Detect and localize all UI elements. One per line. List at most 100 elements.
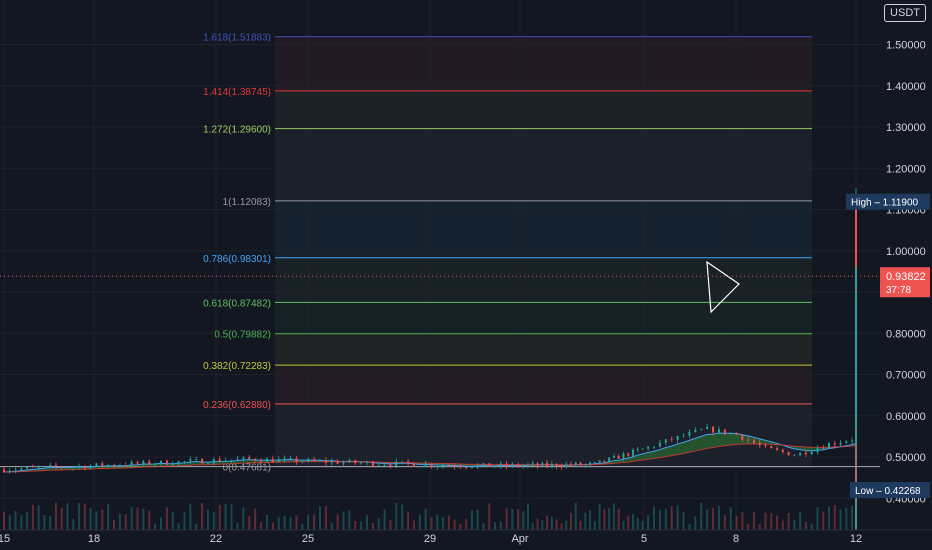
volume-bar <box>770 513 773 530</box>
fib-level-label: 1(1.12083) <box>223 197 271 208</box>
candle-body <box>723 429 726 434</box>
volume-bar <box>855 510 857 530</box>
volume-bar <box>855 508 857 530</box>
volume-bar <box>603 509 606 530</box>
volume-bar <box>776 515 779 530</box>
volume-bar <box>136 507 139 530</box>
candle-body <box>804 452 807 455</box>
candle-body <box>579 462 582 466</box>
fib-level-label: 0.5(0.79882) <box>214 330 271 341</box>
candle-body <box>418 466 421 468</box>
volume-bar <box>855 489 857 530</box>
candle-body <box>154 463 157 465</box>
candle-body <box>248 457 251 459</box>
volume-bar <box>855 522 857 530</box>
currency-selector[interactable]: USDT <box>884 4 926 22</box>
volume-bar <box>177 523 180 530</box>
fib-retracement[interactable]: 1.618(1.51883) 1.414(1.38745) 1.272(1.2960… <box>0 33 880 474</box>
volume-bar <box>688 523 691 530</box>
time-tick-label: 18 <box>88 533 100 545</box>
volume-bar <box>470 510 473 530</box>
volume-bar <box>377 517 380 530</box>
volume-bar <box>8 515 11 530</box>
volume-bar <box>855 507 857 530</box>
volume-bar <box>855 523 857 530</box>
candle-body <box>459 466 462 468</box>
fib-zone <box>275 36 812 91</box>
time-axis[interactable]: 15 18 22 25 29 Apr 5 8 12 <box>0 529 932 545</box>
candle-body <box>318 460 321 462</box>
volume-bar <box>589 510 592 530</box>
volume-bar <box>855 490 857 530</box>
candle-body <box>653 446 656 448</box>
candle-body <box>470 467 473 469</box>
candle-body <box>60 466 63 468</box>
candle-body <box>822 448 825 449</box>
candle-body <box>66 467 69 469</box>
volume-bar <box>453 519 456 530</box>
volume-bar <box>107 504 110 530</box>
low-badge <box>850 482 930 498</box>
volume-bar <box>324 505 327 530</box>
price-tick-label: 1.50000 <box>886 40 926 52</box>
candle-body <box>851 440 854 442</box>
volume-bar <box>647 515 650 530</box>
volume-bar <box>855 513 857 530</box>
volume-bar <box>839 509 842 530</box>
volume-bar <box>407 511 410 530</box>
candle-body <box>95 463 98 466</box>
volume-bar <box>442 517 445 530</box>
volume-bar <box>49 516 52 530</box>
price-tick-label: 1.40000 <box>886 81 926 93</box>
volume-bar <box>447 515 450 530</box>
volume-bar <box>851 505 854 530</box>
volume-bar <box>855 509 857 530</box>
volume-bar <box>855 523 857 530</box>
volume-bar <box>855 505 857 530</box>
candle-body <box>694 429 697 432</box>
volume-bar <box>546 515 549 530</box>
candle-body <box>383 464 386 466</box>
candle-body <box>371 461 374 466</box>
candle-body <box>348 460 351 463</box>
candle-body <box>636 449 639 451</box>
volume-bar <box>804 521 807 530</box>
volume-bar <box>66 503 69 530</box>
candle-body <box>647 446 650 449</box>
volume-bar <box>3 511 5 530</box>
volume-bar <box>855 470 857 530</box>
candle-body <box>855 269 857 274</box>
candle-body <box>494 466 497 468</box>
candle-body <box>3 469 5 473</box>
candle-body <box>330 461 333 463</box>
volume-bar <box>855 521 857 530</box>
candle-body <box>855 385 857 398</box>
candle-body <box>670 439 673 441</box>
time-tick-label: 25 <box>302 533 314 545</box>
time-tick-label: 5 <box>641 533 647 545</box>
volume-bar <box>855 523 857 530</box>
candlesticks <box>3 188 857 474</box>
candle-body <box>664 439 667 443</box>
candle-body <box>855 420 857 422</box>
volume-bar <box>855 500 857 530</box>
candle-body <box>283 458 286 460</box>
volume-bar <box>855 490 857 530</box>
volume-bar <box>855 502 857 530</box>
candle-body <box>747 439 750 441</box>
candle-body <box>136 462 139 464</box>
volume-bar <box>574 502 577 530</box>
candle-body <box>855 353 857 372</box>
grid-lines <box>0 0 880 530</box>
volume-bar <box>855 516 857 530</box>
volume-bar <box>764 512 767 530</box>
candle-body <box>828 443 831 449</box>
candle-body <box>354 460 357 464</box>
candle-body <box>476 465 479 468</box>
candle-body <box>569 464 572 466</box>
candle-body <box>395 461 398 466</box>
volume-bar <box>758 523 761 530</box>
candle-body <box>301 461 304 463</box>
candle-body <box>764 445 767 447</box>
